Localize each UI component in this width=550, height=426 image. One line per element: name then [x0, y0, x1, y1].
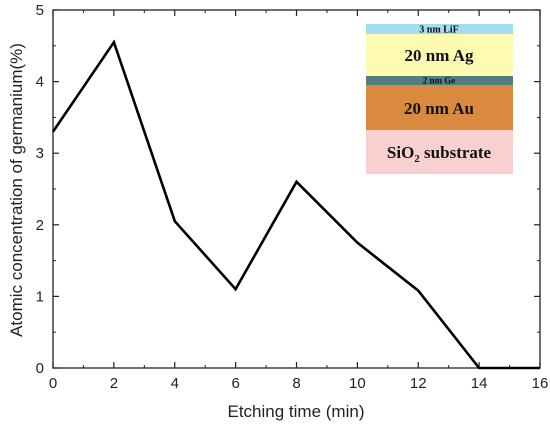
- layer-au-label: 20 nm Au: [404, 99, 474, 118]
- layer-substrate-label: SiO2 substrate: [387, 143, 492, 165]
- series-line: [51, 39, 540, 370]
- y-tick-label: 1: [36, 288, 44, 305]
- layer-ag: [366, 34, 513, 76]
- y-tick-label: 0: [36, 360, 44, 377]
- layer-ge-label: 2 nm Ge: [423, 76, 456, 86]
- x-tick-label: 10: [349, 375, 366, 392]
- x-tick-label: 2: [110, 375, 118, 392]
- layer-ge: [366, 76, 513, 85]
- layer-lif-label: 3 nm LiF: [419, 25, 458, 36]
- x-tick-label: 0: [49, 375, 57, 392]
- layer-stack-inset: 3 nm LiF 20 nm Ag 2 nm Ge 20 nm Au SiO2 …: [366, 24, 513, 174]
- x-tick-label: 16: [532, 375, 549, 392]
- layer-substrate: [366, 130, 513, 174]
- x-tick-labels: 0 2 4 6 8 10 12 14 16: [49, 375, 549, 392]
- y-tick-labels: 0 1 2 3 4 5: [36, 2, 44, 377]
- y-tick-label: 3: [36, 145, 44, 162]
- layer-au: [366, 85, 513, 130]
- y-axis-title: Atomic concentration of germanium(%): [7, 43, 26, 337]
- layer-lif: [366, 24, 513, 34]
- y-tick-label: 4: [36, 74, 44, 91]
- axis-ticks: [52, 9, 541, 369]
- x-tick-label: 6: [231, 375, 239, 392]
- x-tick-label: 12: [410, 375, 427, 392]
- x-tick-label: 4: [171, 375, 179, 392]
- x-tick-label: 8: [292, 375, 300, 392]
- y-tick-label: 5: [36, 2, 44, 19]
- y-tick-label: 2: [36, 217, 44, 234]
- x-tick-label: 14: [471, 375, 488, 392]
- series: [51, 39, 540, 370]
- x-axis-title: Etching time (min): [228, 402, 365, 421]
- layer-ag-label: 20 nm Ag: [405, 46, 474, 65]
